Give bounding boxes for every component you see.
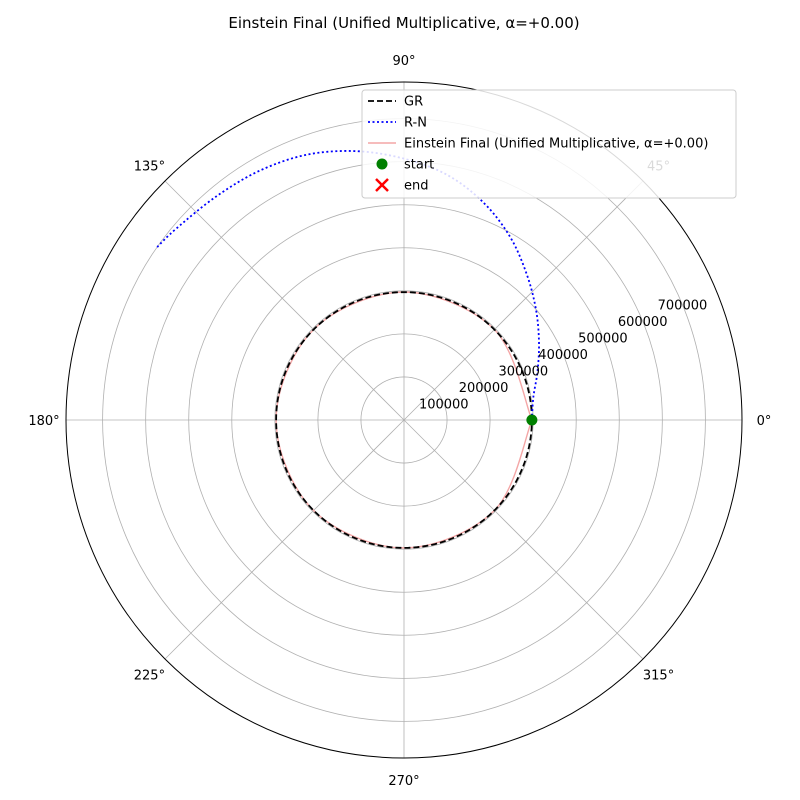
chart-title: Einstein Final (Unified Multiplicative, … (228, 14, 579, 32)
legend-swatch (375, 178, 389, 192)
legend-label: end (404, 179, 429, 194)
theta-grid-line (164, 419, 405, 660)
r-tick-label: 300000 (499, 365, 549, 380)
polar-grid (65, 81, 743, 759)
legend-label: R-N (404, 116, 427, 131)
legend-box (361, 89, 737, 199)
r-tick-label: 200000 (459, 381, 509, 396)
series-line-gr (275, 291, 533, 549)
theta-tick-label: 270° (388, 774, 419, 789)
polar-frame (65, 81, 743, 759)
legend-swatch (376, 158, 388, 170)
theta-tick-label: 135° (134, 159, 165, 174)
series-line-r-n (156, 150, 540, 421)
legend: GR R-N Einstein Final (Unified Multiplicat… (361, 89, 737, 199)
legend-label: GR (404, 95, 423, 110)
theta-tick-label: 315° (643, 669, 674, 684)
theta-tick-label: 0° (757, 414, 772, 429)
series-layer (156, 150, 540, 549)
theta-grid-line (403, 180, 644, 421)
theta-grid-line (403, 419, 644, 660)
r-tick-label: 700000 (658, 299, 708, 314)
r-tick-label: 400000 (538, 348, 588, 363)
r-tick-label: 500000 (578, 332, 628, 347)
theta-tick-label: 180° (28, 414, 59, 429)
legend-label: Einstein Final (Unified Multiplicative, … (404, 137, 708, 152)
start-marker (526, 414, 538, 426)
theta-grid-line (164, 180, 405, 421)
theta-tick-label: 90° (392, 54, 415, 69)
legend-label: start (404, 158, 434, 173)
theta-tick-label: 225° (134, 669, 165, 684)
r-tick-label: 600000 (618, 315, 668, 330)
r-tick-label: 100000 (419, 398, 469, 413)
